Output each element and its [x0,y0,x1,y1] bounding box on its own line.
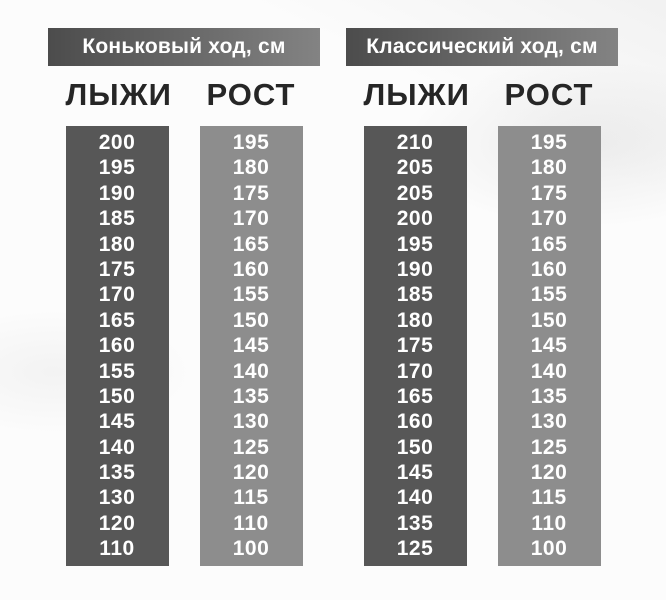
ski-length-cell: 130 [98,486,136,510]
ski-length-cell: 180 [98,232,136,256]
height-cell: 150 [530,308,568,332]
ski-length-cell: 200 [396,207,434,231]
classic-ski-length-column: 210 205 205 200 195 190 185 180 175 170 165 160 150 1… [363,126,467,566]
ski-length-cell: 185 [98,207,136,231]
skate-height-column-header: РОСТ [206,77,296,112]
ski-length-cell: 170 [396,359,434,383]
height-cell: 110 [531,511,567,535]
ski-length-cell: 110 [99,537,135,561]
skate-ski-length-column: 200 195 190 185 180 175 170 165 160 155 150 145 140 1… [65,126,169,566]
ski-length-cell: 190 [396,257,434,281]
ski-length-cell: 180 [396,308,434,332]
height-cell: 135 [232,384,270,408]
ski-length-cell: 195 [98,156,136,180]
height-cell: 175 [232,181,270,205]
height-cell: 195 [530,131,568,154]
ski-length-cell: 200 [98,131,136,154]
classic-style-title: Классический ход, см [346,28,618,66]
ski-length-cell: 175 [396,334,434,358]
classic-height-column-header: РОСТ [504,77,594,112]
height-cell: 145 [232,334,270,358]
ski-length-cell: 165 [98,308,136,332]
height-cell: 130 [232,410,270,434]
ski-length-cell: 145 [396,461,434,485]
height-cell: 140 [530,359,568,383]
ski-length-cell: 135 [98,461,136,485]
ski-length-cell: 155 [98,359,136,383]
height-cell: 150 [232,308,270,332]
ski-length-cell: 120 [98,511,136,535]
classic-height-column: 195 180 175 170 165 160 155 150 145 140 135 130 125 1… [497,126,601,566]
classic-column-headers: ЛЫЖИ РОСТ [346,77,618,113]
height-cell: 195 [232,131,270,154]
height-cell: 175 [530,181,568,205]
classic-style-table: Классический ход, см ЛЫЖИ РОСТ 210 205 205… [346,28,618,600]
ski-length-cell: 160 [98,334,136,358]
ski-length-cell: 185 [396,283,434,307]
height-cell: 110 [233,511,269,535]
height-cell: 130 [530,410,568,434]
height-cell: 180 [530,156,568,180]
ski-length-cell: 145 [98,410,136,434]
height-cell: 135 [530,384,568,408]
height-cell: 170 [530,207,568,231]
height-cell: 115 [531,486,567,510]
height-cell: 115 [233,486,269,510]
ski-length-cell: 170 [98,283,136,307]
ski-length-cell: 125 [396,537,434,561]
skate-style-table: Коньковый ход, см ЛЫЖИ РОСТ 200 195 190 185… [48,28,320,600]
height-cell: 125 [232,435,270,459]
height-cell: 180 [232,156,270,180]
skate-ski-column-header: ЛЫЖИ [65,77,172,112]
height-cell: 165 [232,232,270,256]
skate-style-title: Коньковый ход, см [48,28,320,66]
height-cell: 165 [530,232,568,256]
height-cell: 160 [232,257,270,281]
height-cell: 125 [530,435,568,459]
skate-height-column: 195 180 175 170 165 160 155 150 145 140 135 130 125 1… [199,126,303,566]
height-cell: 170 [232,207,270,231]
height-cell: 145 [530,334,568,358]
height-cell: 120 [232,461,270,485]
classic-data-columns: 210 205 205 200 195 190 185 180 175 170 165 160 150 1… [363,126,601,566]
ski-length-cell: 205 [396,156,434,180]
height-cell: 155 [530,283,568,307]
ski-length-cell: 160 [396,410,434,434]
height-cell: 160 [530,257,568,281]
ski-length-cell: 210 [396,131,434,154]
skate-data-columns: 200 195 190 185 180 175 170 165 160 155 150 145 140 1… [65,126,303,566]
height-cell: 100 [232,537,270,561]
ski-length-cell: 190 [98,181,136,205]
ski-length-cell: 140 [396,486,434,510]
height-cell: 120 [530,461,568,485]
height-cell: 140 [232,359,270,383]
ski-length-cell: 150 [98,384,136,408]
ski-length-cell: 140 [98,435,136,459]
skate-column-headers: ЛЫЖИ РОСТ [48,77,320,113]
height-cell: 100 [530,537,568,561]
ski-length-cell: 205 [396,181,434,205]
ski-length-cell: 165 [396,384,434,408]
ski-length-cell: 175 [98,257,136,281]
ski-length-cell: 195 [396,232,434,256]
ski-length-cell: 150 [396,435,434,459]
classic-ski-column-header: ЛЫЖИ [363,77,470,112]
ski-length-cell: 135 [396,511,434,535]
height-cell: 155 [232,283,270,307]
